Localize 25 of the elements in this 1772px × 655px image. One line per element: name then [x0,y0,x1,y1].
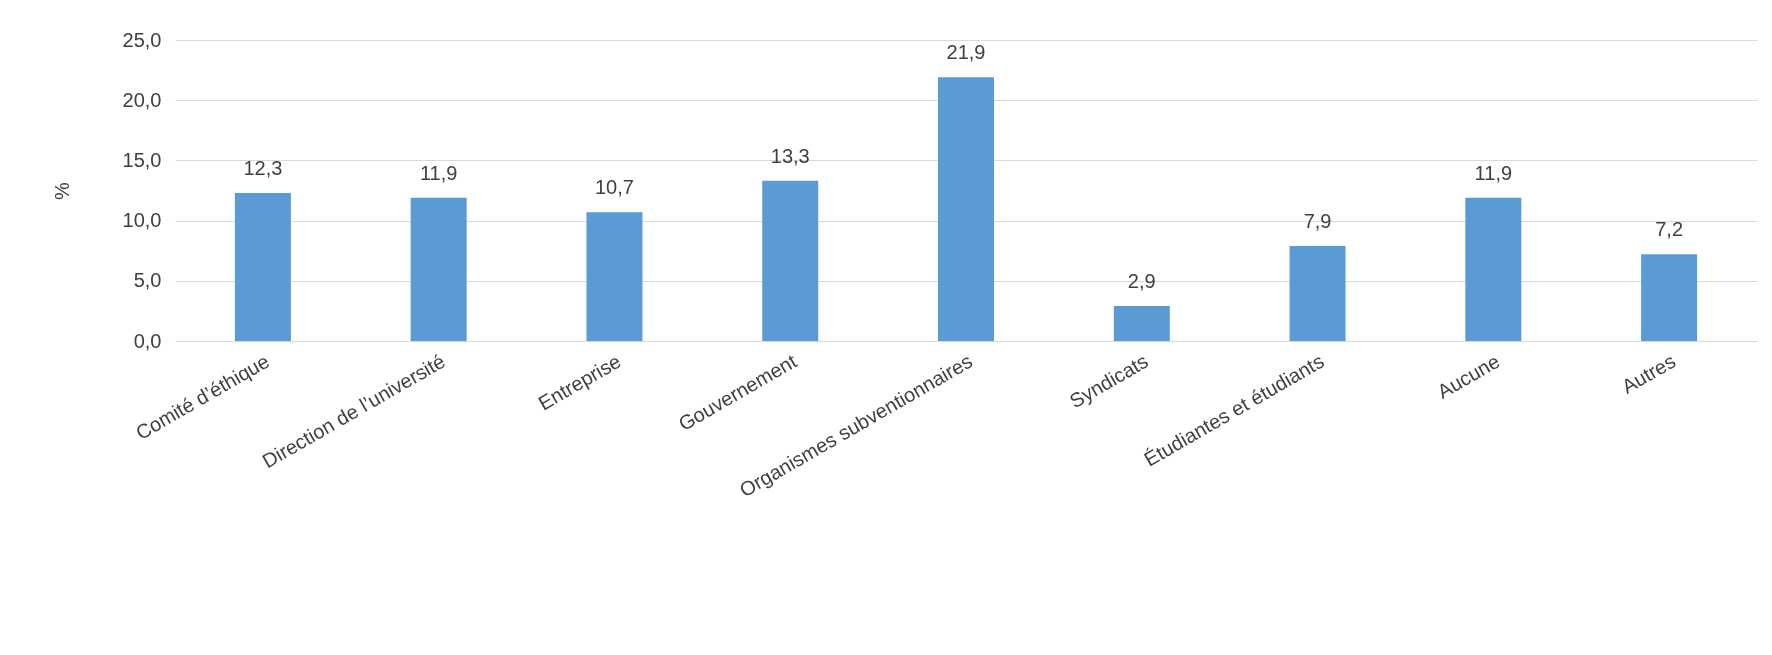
data-label: 11,9 [419,161,458,184]
data-label: 7,9 [1303,209,1332,232]
bar [762,180,819,341]
y-axis-title: % [50,181,73,200]
data-label: 12,3 [243,156,283,179]
bar [938,77,994,341]
bar [1113,306,1170,341]
y-tick-label: 20,0 [122,88,162,111]
bar [586,212,643,341]
y-tick-label: 25,0 [122,28,162,51]
bar [1641,254,1698,341]
bar [1289,245,1346,341]
bar [234,192,291,341]
y-tick-label: 15,0 [122,148,162,171]
bar [1465,197,1522,341]
data-label: 13,3 [770,144,810,167]
y-tick-label: 10,0 [122,209,162,232]
data-label: 2,9 [1127,270,1156,293]
bar [410,197,467,341]
y-tick-label: 0,0 [133,329,162,352]
data-label: 7,2 [1655,218,1684,241]
data-label: 21,9 [946,41,986,64]
y-tick-label: 5,0 [133,269,162,292]
data-label: 10,7 [594,176,634,199]
data-label: 11,9 [1474,161,1513,184]
